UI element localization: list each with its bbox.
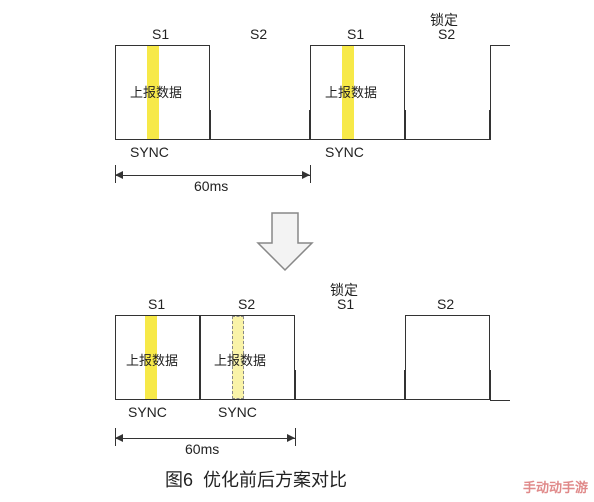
bot-s2b-label: S2 <box>437 296 454 312</box>
bot-s1-sync: SYNC <box>128 404 167 420</box>
watermark: 手动动手游 <box>523 477 588 496</box>
bot-dim-tick-r <box>295 428 296 446</box>
top-s2-low <box>210 110 310 140</box>
top-tail-edge <box>490 45 491 140</box>
top-dim-line <box>115 175 310 176</box>
top-s1a-sync: SYNC <box>130 144 169 160</box>
bot-tail-down <box>490 370 491 400</box>
caption-prefix: 图6 <box>165 470 193 490</box>
bot-locks1-label2: S1 <box>337 296 354 312</box>
bot-s2-sync: SYNC <box>218 404 257 420</box>
top-s1b-label: S1 <box>347 26 364 42</box>
bot-dim-label: 60ms <box>183 441 221 457</box>
bot-s2-label: S2 <box>238 296 255 312</box>
top-dim-label: 60ms <box>192 178 230 194</box>
bot-dim-arrow-r <box>287 434 295 442</box>
bot-locks1-low <box>295 370 405 400</box>
top-dim-arrow-r <box>302 171 310 179</box>
top-s1a-label: S1 <box>152 26 169 42</box>
top-s1b-sync: SYNC <box>325 144 364 160</box>
bot-s1-inner: 上报数据 <box>126 350 178 369</box>
top-s2lock-low <box>405 110 490 140</box>
top-dim-arrow-l <box>115 171 123 179</box>
figure-caption: 图6 优化前后方案对比 <box>165 466 347 492</box>
bot-s2b-box <box>405 315 490 400</box>
top-s2lock-label2: S2 <box>438 26 455 42</box>
caption-text: 优化前后方案对比 <box>203 470 347 490</box>
top-tail-top <box>490 45 510 46</box>
bot-s1-label: S1 <box>148 296 165 312</box>
top-s1b-inner: 上报数据 <box>325 82 377 101</box>
top-s2-label: S2 <box>250 26 267 42</box>
bot-s2-inner: 上报数据 <box>214 350 266 369</box>
bot-dim-arrow-l <box>115 434 123 442</box>
top-dim-tick-r <box>310 165 311 183</box>
bot-dim-line <box>115 438 295 439</box>
transition-arrow-icon <box>250 208 320 278</box>
bot-tail-line <box>490 400 510 401</box>
top-s1a-inner: 上报数据 <box>130 82 182 101</box>
